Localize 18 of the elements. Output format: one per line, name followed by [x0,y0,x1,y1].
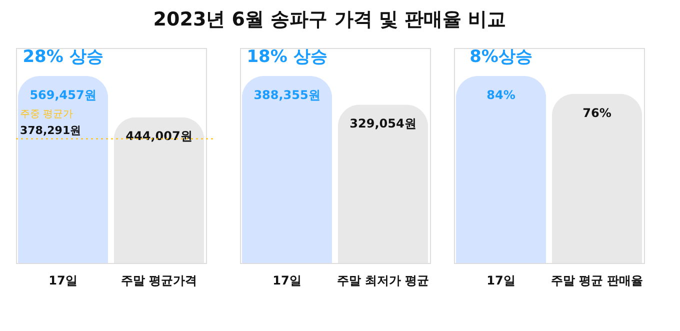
x-tick-label: 주말 평균가격 [120,274,198,288]
x-tick-label: 17일 [48,274,78,288]
data-label: 569,457원 [30,88,96,102]
data-label: 329,054원 [350,116,416,131]
data-label: 84% [486,88,516,102]
annotation: 주중 평균가 [20,108,74,120]
text: 2023년 6월 송파구 가격 및 판매율 비교 [153,8,506,30]
ref-line-label: 378,291원 [20,124,82,137]
x-tick-label: 주말 평균 판매율 [550,274,644,288]
x-tick-label: 주말 최저가 평균 [336,274,430,288]
data-label: 388,355원 [254,88,320,102]
annotation: 18% 상승 [246,47,328,68]
x-tick-label: 17일 [272,274,302,288]
annotation: 28% 상승 [22,47,104,68]
annotation: 8%상승 [470,47,532,68]
data-label: 444,007원 [126,129,192,144]
data-label: 76% [582,106,612,120]
x-tick-label: 17일 [486,274,516,288]
